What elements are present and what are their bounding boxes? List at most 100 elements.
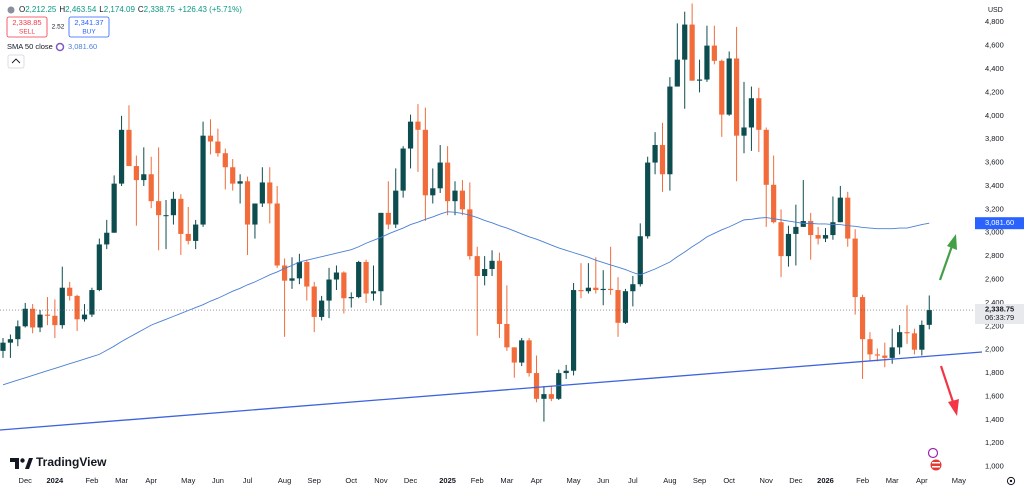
trend-line bbox=[0, 351, 983, 431]
candle-body bbox=[259, 182, 265, 204]
y-tick-label: 1,400 bbox=[985, 415, 1004, 424]
candle-body bbox=[378, 212, 384, 292]
candle-body bbox=[118, 129, 125, 184]
candle-body bbox=[585, 287, 591, 292]
candle-body bbox=[600, 288, 606, 291]
candle-body bbox=[15, 326, 21, 340]
candle-body bbox=[230, 167, 236, 184]
candle-body bbox=[81, 314, 88, 320]
candle-body bbox=[193, 224, 199, 241]
candle-body bbox=[689, 24, 695, 81]
x-tick-label: Oct bbox=[345, 476, 358, 485]
last-price-tag bbox=[975, 304, 1024, 325]
x-tick-label: Jul bbox=[243, 476, 253, 485]
candle-body bbox=[437, 162, 443, 189]
ohlc-value: 2,212.25 bbox=[25, 5, 57, 14]
candle-body bbox=[793, 226, 799, 234]
candle-body bbox=[74, 295, 80, 320]
ohlc-key: O bbox=[19, 5, 25, 14]
sma-line bbox=[2, 211, 930, 386]
ohlc-key: C bbox=[138, 5, 144, 14]
sma-legend-name: SMA 50 close bbox=[7, 42, 53, 51]
candle-body bbox=[867, 339, 873, 355]
buy-label: BUY bbox=[82, 29, 96, 36]
candle-body bbox=[89, 290, 95, 315]
candle-body bbox=[326, 279, 332, 301]
y-tick-label: 3,000 bbox=[985, 228, 1004, 237]
x-tick-label: Dec bbox=[19, 476, 33, 485]
x-tick-label: Nov bbox=[760, 476, 774, 485]
candle-body bbox=[237, 181, 243, 184]
candle-body bbox=[874, 354, 880, 356]
candle-body bbox=[808, 221, 814, 236]
y-tick-label: 1,600 bbox=[985, 391, 1004, 400]
x-tick-label: Aug bbox=[278, 476, 291, 485]
candle-body bbox=[652, 145, 658, 163]
candle-body bbox=[393, 190, 399, 225]
candle-body bbox=[659, 145, 666, 175]
y-tick-label: 4,400 bbox=[985, 64, 1004, 73]
symbol-icon[interactable] bbox=[7, 6, 15, 14]
x-tick-label: Feb bbox=[85, 476, 98, 485]
candle-body bbox=[593, 287, 599, 291]
candle-body bbox=[519, 340, 525, 363]
candle-body bbox=[59, 287, 65, 326]
candle-body bbox=[156, 201, 162, 216]
sma-legend-value: 3,081.60 bbox=[68, 42, 97, 51]
y-tick-label: 4,800 bbox=[985, 17, 1004, 26]
candle-body bbox=[244, 181, 251, 225]
candle-body bbox=[719, 60, 725, 115]
x-tick-label: Oct bbox=[723, 476, 736, 485]
settings-button[interactable] bbox=[1006, 476, 1016, 486]
candle-body bbox=[815, 235, 821, 239]
plot-area bbox=[0, 3, 975, 422]
ohlc-value: 2,338.75 bbox=[144, 5, 176, 14]
x-tick-label: Apr bbox=[531, 476, 543, 485]
candle-body bbox=[348, 297, 354, 299]
event-icon[interactable] bbox=[927, 447, 939, 459]
y-tick-label: 2,800 bbox=[985, 251, 1004, 260]
candle-body bbox=[37, 314, 43, 328]
candle-body bbox=[289, 278, 295, 281]
y-tick-label: 3,600 bbox=[985, 158, 1004, 167]
x-tick-label: Mar bbox=[500, 476, 513, 485]
candle-body bbox=[0, 342, 6, 351]
candle-body bbox=[459, 190, 466, 210]
candle-body bbox=[911, 333, 918, 350]
x-tick-label: Sep bbox=[308, 476, 321, 485]
candle-body bbox=[926, 310, 932, 325]
candle-body bbox=[622, 291, 629, 323]
collapse-legend[interactable] bbox=[7, 54, 25, 69]
candle-body bbox=[111, 183, 117, 233]
sell-price: 2,338.85 bbox=[12, 18, 41, 27]
candle-body bbox=[904, 332, 910, 334]
candle-body bbox=[474, 256, 480, 277]
x-tick-label: May bbox=[566, 476, 580, 485]
candle-body bbox=[837, 197, 843, 223]
x-tick-label: 2024 bbox=[47, 476, 65, 485]
y-tick-label: 2,600 bbox=[985, 275, 1004, 284]
sma-settings-icon[interactable] bbox=[55, 42, 65, 52]
candle-body bbox=[44, 314, 51, 316]
candle-body bbox=[207, 135, 214, 142]
candle-body bbox=[748, 98, 755, 128]
candle-body bbox=[733, 58, 740, 136]
brand: TradingView bbox=[36, 455, 107, 469]
candle-body bbox=[341, 272, 347, 299]
candle-body bbox=[170, 198, 177, 216]
flag-icon[interactable] bbox=[930, 459, 942, 471]
buy-button[interactable]: 2,341.37 BUY bbox=[68, 16, 110, 38]
x-tick-label: Jul bbox=[628, 476, 638, 485]
y-tick-label: 3,400 bbox=[985, 181, 1004, 190]
candle-body bbox=[608, 288, 614, 291]
candle-body bbox=[430, 188, 436, 196]
currency: USD bbox=[988, 7, 1003, 14]
candle-body bbox=[133, 166, 139, 181]
sell-button[interactable]: 2,338.85 SELL bbox=[6, 16, 48, 38]
x-tick-label: Mar bbox=[886, 476, 899, 485]
y-tick-label: 2,400 bbox=[985, 298, 1004, 307]
x-tick-label: Jun bbox=[597, 476, 609, 485]
y-tick-label: 1,200 bbox=[985, 438, 1004, 447]
